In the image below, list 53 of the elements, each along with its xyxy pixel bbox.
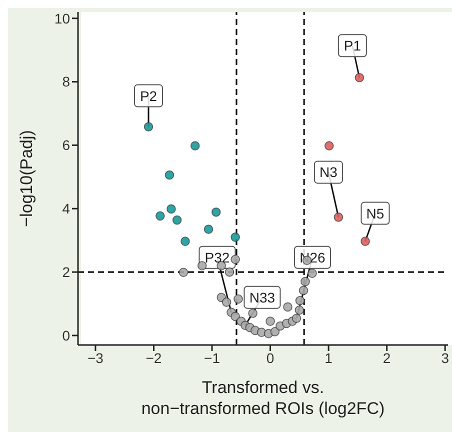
annotation: N5 (366, 205, 384, 222)
y-tick-label: 2 (62, 264, 70, 280)
point (164, 170, 174, 180)
point (292, 314, 302, 324)
x-tick-label: −1 (204, 350, 220, 366)
point (248, 308, 258, 318)
y-tick-label: 4 (62, 200, 70, 217)
x-axis-title: Transformed vs. non−transformed ROIs (log2FC) (141, 378, 385, 418)
y-tick-label: 10 (54, 10, 70, 26)
annotation: P2 (140, 88, 158, 104)
annotation: N3 (320, 164, 338, 180)
annotation: N33 (249, 289, 276, 306)
point (298, 286, 308, 296)
point (230, 254, 240, 264)
point (166, 204, 176, 214)
y-tick-label: 0 (62, 327, 70, 344)
point (300, 276, 310, 286)
point (144, 122, 154, 132)
point (178, 268, 188, 278)
y-axis-title: −log10(Padj) (17, 130, 36, 227)
point (308, 268, 317, 278)
point (180, 236, 190, 246)
y-tick-label: 6 (62, 137, 70, 154)
point (156, 211, 165, 221)
x-tick-label: 2 (382, 350, 391, 366)
point (197, 261, 207, 270)
point (211, 207, 221, 217)
point (360, 236, 370, 246)
x-tick-label: −2 (146, 350, 162, 366)
x-tick-label: 3 (441, 350, 450, 366)
point (283, 302, 292, 312)
point (234, 294, 243, 304)
annotation: N26 (300, 249, 326, 266)
point (172, 215, 182, 225)
point (270, 327, 280, 336)
point (334, 212, 344, 222)
point (204, 224, 214, 234)
point (230, 312, 240, 322)
x-tick-label: −3 (87, 350, 104, 366)
point (324, 141, 334, 150)
annotation: P1 (344, 38, 362, 54)
x-tick-label: 0 (266, 350, 274, 366)
point (224, 267, 234, 277)
x-tick-label: 1 (324, 350, 333, 366)
point (222, 298, 232, 307)
y-tick-label: 8 (62, 74, 70, 90)
point (354, 73, 364, 82)
point (190, 141, 200, 150)
point (294, 305, 304, 315)
point (230, 232, 240, 242)
annotation: P32 (204, 249, 230, 266)
point (266, 316, 275, 326)
point (295, 296, 305, 306)
